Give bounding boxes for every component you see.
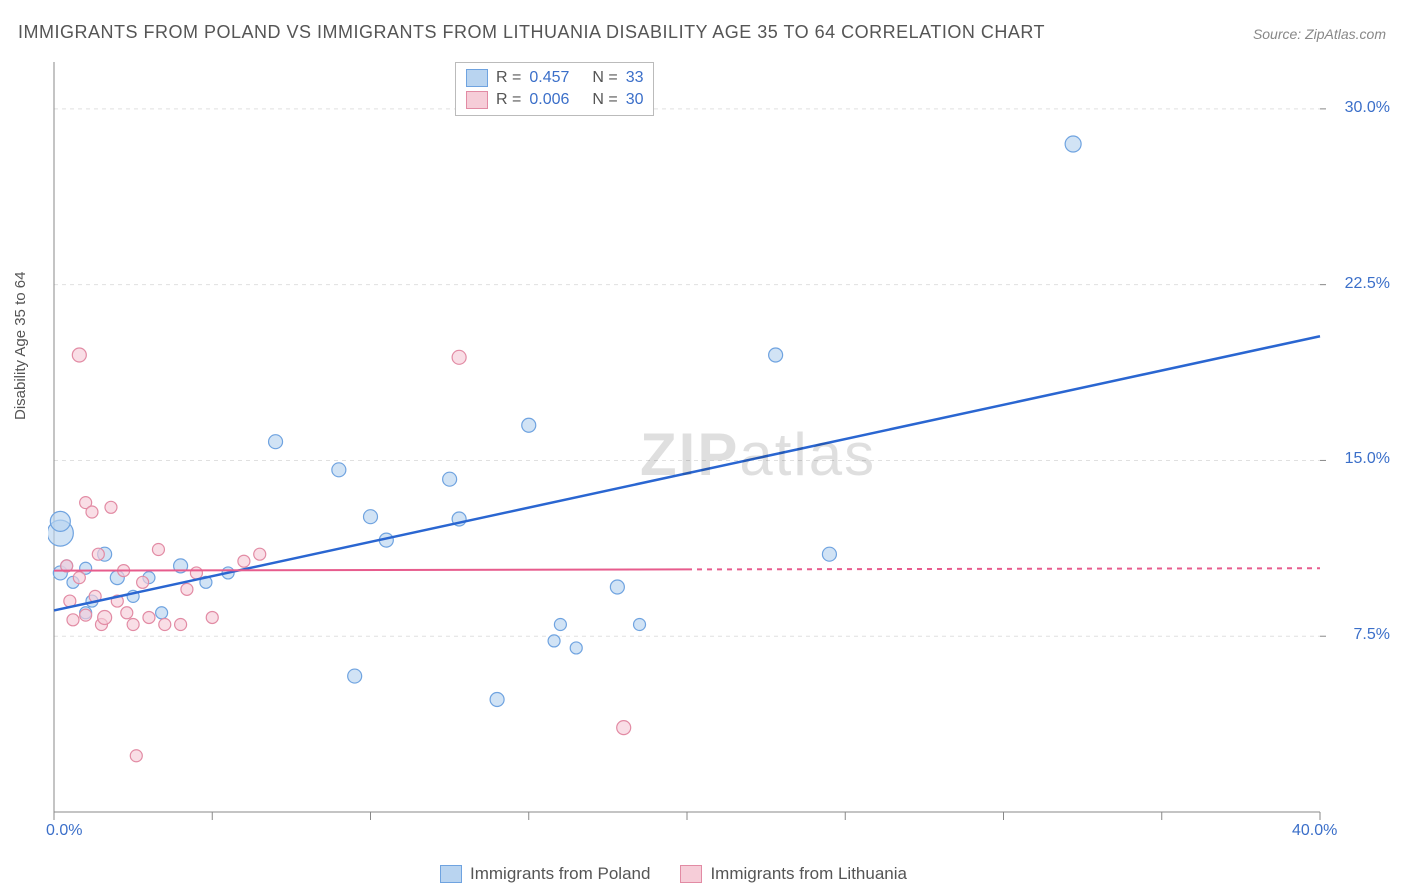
r-value-poland: 0.457 — [529, 69, 584, 87]
y-axis-label: Disability Age 35 to 64 — [12, 272, 29, 420]
swatch-lithuania — [466, 91, 488, 109]
scatter-chart — [48, 60, 1348, 830]
n-label: N = — [592, 91, 617, 109]
chart-title: IMMIGRANTS FROM POLAND VS IMMIGRANTS FRO… — [18, 22, 1045, 43]
n-value-lithuania: 30 — [626, 91, 644, 109]
legend-label-lithuania: Immigrants from Lithuania — [710, 864, 907, 884]
source-attribution: Source: ZipAtlas.com — [1253, 26, 1386, 42]
r-label: R = — [496, 91, 521, 109]
y-tick-label: 7.5% — [1354, 626, 1390, 644]
legend-stats-row-poland: R = 0.457 N = 33 — [466, 67, 643, 89]
legend-item-lithuania: Immigrants from Lithuania — [680, 864, 907, 884]
legend-label-poland: Immigrants from Poland — [470, 864, 650, 884]
y-tick-label: 15.0% — [1345, 450, 1390, 468]
r-value-lithuania: 0.006 — [529, 91, 584, 109]
n-label: N = — [592, 69, 617, 87]
r-label: R = — [496, 69, 521, 87]
legend-stats: R = 0.457 N = 33 R = 0.006 N = 30 — [455, 62, 654, 116]
chart-area — [48, 60, 1348, 830]
legend-item-poland: Immigrants from Poland — [440, 864, 650, 884]
swatch-poland — [466, 69, 488, 87]
swatch-poland — [440, 865, 462, 883]
x-tick-label: 0.0% — [46, 822, 82, 840]
n-value-poland: 33 — [626, 69, 644, 87]
legend-stats-row-lithuania: R = 0.006 N = 30 — [466, 89, 643, 111]
y-tick-label: 22.5% — [1345, 275, 1390, 293]
y-tick-label: 30.0% — [1345, 99, 1390, 117]
legend-series: Immigrants from Poland Immigrants from L… — [440, 864, 907, 884]
swatch-lithuania — [680, 865, 702, 883]
x-tick-label: 40.0% — [1292, 822, 1337, 840]
